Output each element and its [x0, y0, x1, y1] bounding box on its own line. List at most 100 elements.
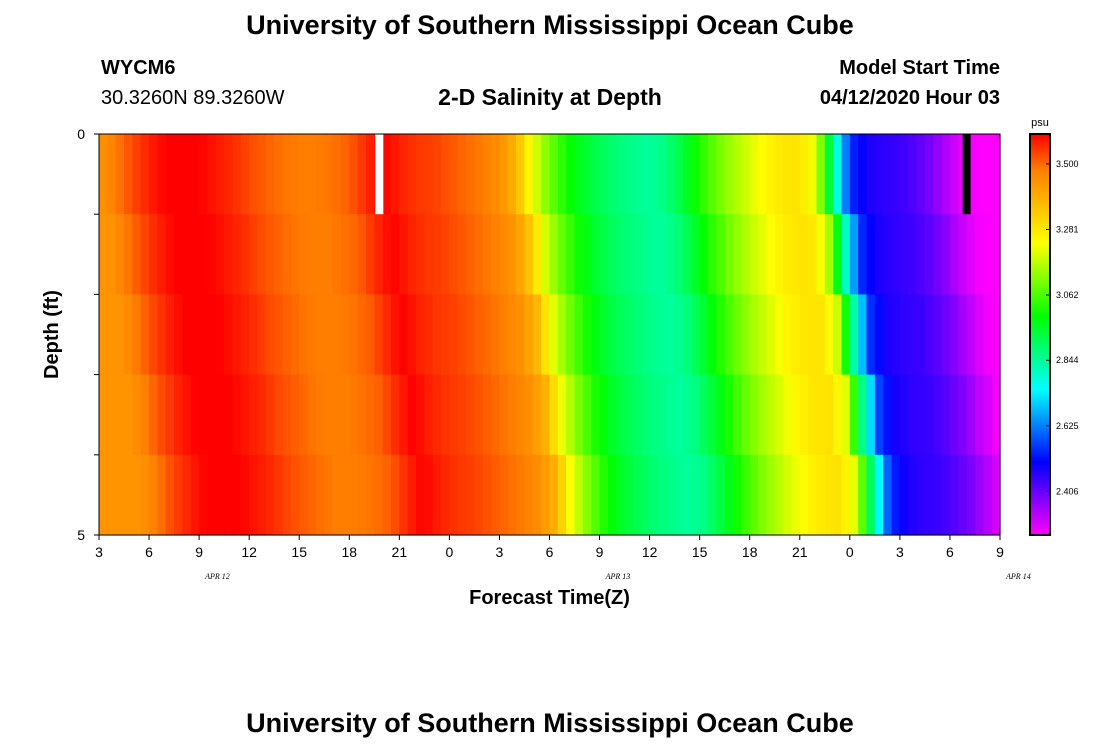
- heatmap-cell: [332, 454, 342, 536]
- y-tick-label: 0: [77, 126, 85, 142]
- heatmap-cell: [516, 294, 526, 376]
- heatmap-cell: [407, 374, 417, 456]
- heatmap-cell: [457, 134, 467, 215]
- heatmap-cell: [532, 374, 542, 456]
- heatmap-cell: [249, 374, 259, 456]
- heatmap-cell: [933, 294, 943, 376]
- heatmap-cell: [499, 454, 509, 536]
- heatmap-cell: [632, 214, 642, 295]
- heatmap-cell: [340, 374, 350, 456]
- heatmap-cell: [324, 454, 334, 536]
- heatmap-cell: [791, 374, 801, 456]
- heatmap-cell: [974, 294, 984, 376]
- heatmap-cell: [507, 294, 517, 376]
- heatmap-cell: [574, 214, 584, 295]
- heatmap-cell: [899, 214, 909, 295]
- heatmap-cell: [349, 294, 359, 376]
- heatmap-cell: [140, 214, 150, 295]
- heatmap-cell: [299, 134, 309, 215]
- heatmap-cell: [699, 454, 709, 536]
- heatmap-cell: [491, 454, 501, 536]
- heatmap-cell: [791, 294, 801, 376]
- heatmap-cell: [899, 374, 909, 456]
- heatmap-cell: [190, 214, 200, 295]
- heatmap-cell: [265, 214, 275, 295]
- heatmap-cell: [866, 454, 876, 536]
- heatmap-cell: [574, 374, 584, 456]
- heatmap-cell: [866, 374, 876, 456]
- heatmap-cell: [115, 214, 125, 295]
- heatmap-cell: [824, 374, 834, 456]
- x-tick-label: 21: [792, 544, 808, 560]
- heatmap-cell: [591, 374, 601, 456]
- heatmap-cell: [307, 454, 317, 536]
- time-marker: [375, 134, 384, 215]
- heatmap-cell: [466, 374, 476, 456]
- heatmap-cell: [282, 294, 292, 376]
- heatmap-cell: [374, 214, 384, 295]
- heatmap-cell: [824, 294, 834, 376]
- heatmap-cell: [749, 134, 759, 215]
- station-id: WYCM6: [101, 57, 176, 79]
- heatmap-cell: [482, 134, 492, 215]
- colorbar: psu 3.500 3.281 3.062 2.844 2.625 2.406: [1029, 117, 1079, 536]
- heatmap-cell: [783, 214, 793, 295]
- heatmap-cell: [682, 214, 692, 295]
- heatmap-cell: [549, 214, 559, 295]
- heatmap-cell: [307, 374, 317, 456]
- heatmap-cell: [115, 294, 125, 376]
- heatmap-cell: [399, 214, 409, 295]
- heatmap-cell: [674, 454, 684, 536]
- heatmap-cell: [808, 294, 818, 376]
- heatmap-cell: [165, 374, 175, 456]
- heatmap-cell: [816, 134, 826, 215]
- heatmap-cell: [207, 294, 217, 376]
- heatmap-cell: [441, 374, 450, 456]
- heatmap-cell: [332, 294, 342, 376]
- heatmap-cell: [616, 454, 626, 536]
- heatmap-cell: [716, 454, 726, 536]
- heatmap-cell: [557, 214, 567, 295]
- heatmap-cell: [908, 134, 918, 215]
- heatmap-cell: [574, 294, 584, 376]
- heatmap-cell: [599, 214, 609, 295]
- heatmap-cell: [641, 214, 651, 295]
- heatmap-cell: [190, 454, 200, 536]
- heatmap-cell: [624, 214, 634, 295]
- heatmap-cell: [866, 294, 876, 376]
- heatmap-cell: [224, 454, 234, 536]
- heatmap-cell: [407, 294, 417, 376]
- heatmap-cell: [190, 374, 200, 456]
- heatmap-cell: [974, 454, 984, 536]
- heatmap-cell: [174, 374, 184, 456]
- heatmap-cell: [691, 134, 701, 215]
- heatmap-cell: [657, 454, 667, 536]
- heatmap-cell: [324, 374, 334, 456]
- heatmap-cell: [132, 454, 142, 536]
- heatmap-cell: [858, 374, 868, 456]
- heatmap-cell: [557, 294, 567, 376]
- heatmap-cell: [908, 454, 918, 536]
- heatmap-cell: [541, 454, 551, 536]
- heatmap-cell: [416, 214, 425, 295]
- heatmap-cell: [908, 374, 918, 456]
- heatmap-cell: [157, 454, 167, 536]
- heatmap-cells: [99, 134, 1001, 536]
- heatmap-cell: [858, 294, 868, 376]
- heatmap-cell: [449, 214, 459, 295]
- heatmap-cell: [491, 294, 501, 376]
- heatmap-cell: [507, 134, 517, 215]
- heatmap-cell: [290, 374, 300, 456]
- heatmap-cell: [632, 454, 642, 536]
- heatmap-cell: [332, 374, 342, 456]
- bottom-title: University of Southern Mississippi Ocean…: [246, 708, 854, 738]
- heatmap-cell: [908, 294, 918, 376]
- heatmap-cell: [591, 214, 601, 295]
- heatmap-cell: [207, 134, 217, 215]
- heatmap-cell: [416, 134, 425, 215]
- heatmap-cell: [491, 134, 501, 215]
- heatmap-cell: [958, 294, 968, 376]
- heatmap-cell: [174, 214, 184, 295]
- heatmap-cell: [274, 294, 284, 376]
- heatmap-cell: [315, 374, 325, 456]
